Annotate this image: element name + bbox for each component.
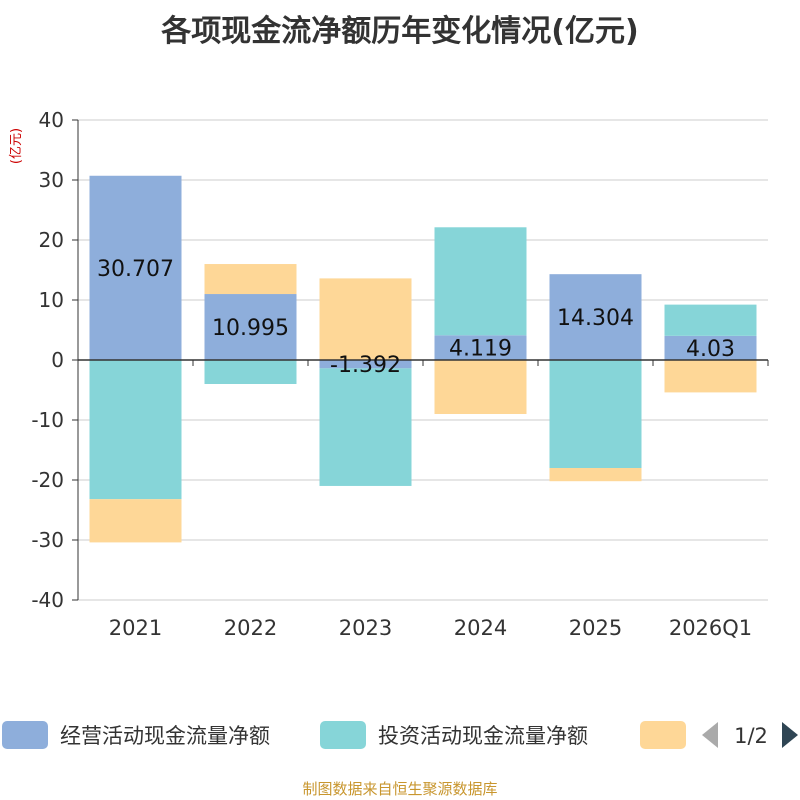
data-label: 4.119: [449, 337, 512, 362]
legend-swatch-financing: [640, 721, 686, 749]
y-axis-unit-label: (亿元): [9, 128, 24, 164]
bar-operating: [434, 335, 527, 360]
data-label: -1.392: [330, 353, 401, 378]
legend-label-investing: 投资活动现金流量净额: [378, 724, 588, 748]
y-tick-label: 10: [39, 288, 64, 312]
triangle-left-icon[interactable]: [702, 722, 718, 748]
bar-financing: [204, 264, 297, 295]
source-note: 制图数据来自恒生聚源数据库: [302, 780, 498, 798]
legend-swatch-investing: [320, 721, 366, 749]
bar-investing: [549, 360, 642, 468]
bar-investing: [319, 368, 412, 486]
chart-title: 各项现金流净额历年变化情况(亿元): [161, 14, 639, 49]
data-label: 30.707: [97, 257, 174, 282]
x-tick-label: 2021: [109, 616, 162, 640]
y-tick-label: -20: [31, 468, 64, 492]
x-tick-label: 2025: [569, 616, 622, 640]
bar-operating: [549, 274, 642, 360]
bar-financing: [319, 278, 412, 360]
x-tick-label: 2026Q1: [669, 616, 752, 640]
legend-page-indicator: 1/2: [734, 724, 768, 748]
y-tick-label: -30: [31, 528, 64, 552]
y-tick-label: 30: [39, 168, 64, 192]
y-tick-label: -40: [31, 588, 64, 612]
y-tick-label: 20: [39, 228, 64, 252]
bar-financing: [549, 468, 642, 482]
legend-label-operating: 经营活动现金流量净额: [60, 724, 270, 748]
bar-investing: [434, 227, 527, 336]
bar-investing: [204, 360, 297, 384]
bar-operating: [204, 294, 297, 360]
bar-operating: [319, 360, 412, 369]
x-tick-label: 2024: [454, 616, 507, 640]
legend-swatch-operating: [2, 721, 48, 749]
data-label: 14.304: [557, 306, 634, 331]
y-tick-label: 0: [51, 348, 64, 372]
bar-financing: [89, 499, 182, 543]
x-tick-label: 2022: [224, 616, 277, 640]
bar-operating: [664, 335, 757, 360]
bar-investing: [89, 360, 182, 500]
data-label: 10.995: [212, 316, 289, 341]
bar-financing: [434, 360, 527, 414]
y-tick-label: 40: [39, 108, 64, 132]
bar-operating: [89, 175, 182, 360]
bar-investing: [664, 304, 757, 336]
data-label: 4.03: [686, 337, 735, 362]
triangle-right-icon[interactable]: [782, 722, 798, 748]
bar-financing: [664, 360, 757, 393]
x-tick-label: 2023: [339, 616, 392, 640]
y-tick-label: -10: [31, 408, 64, 432]
